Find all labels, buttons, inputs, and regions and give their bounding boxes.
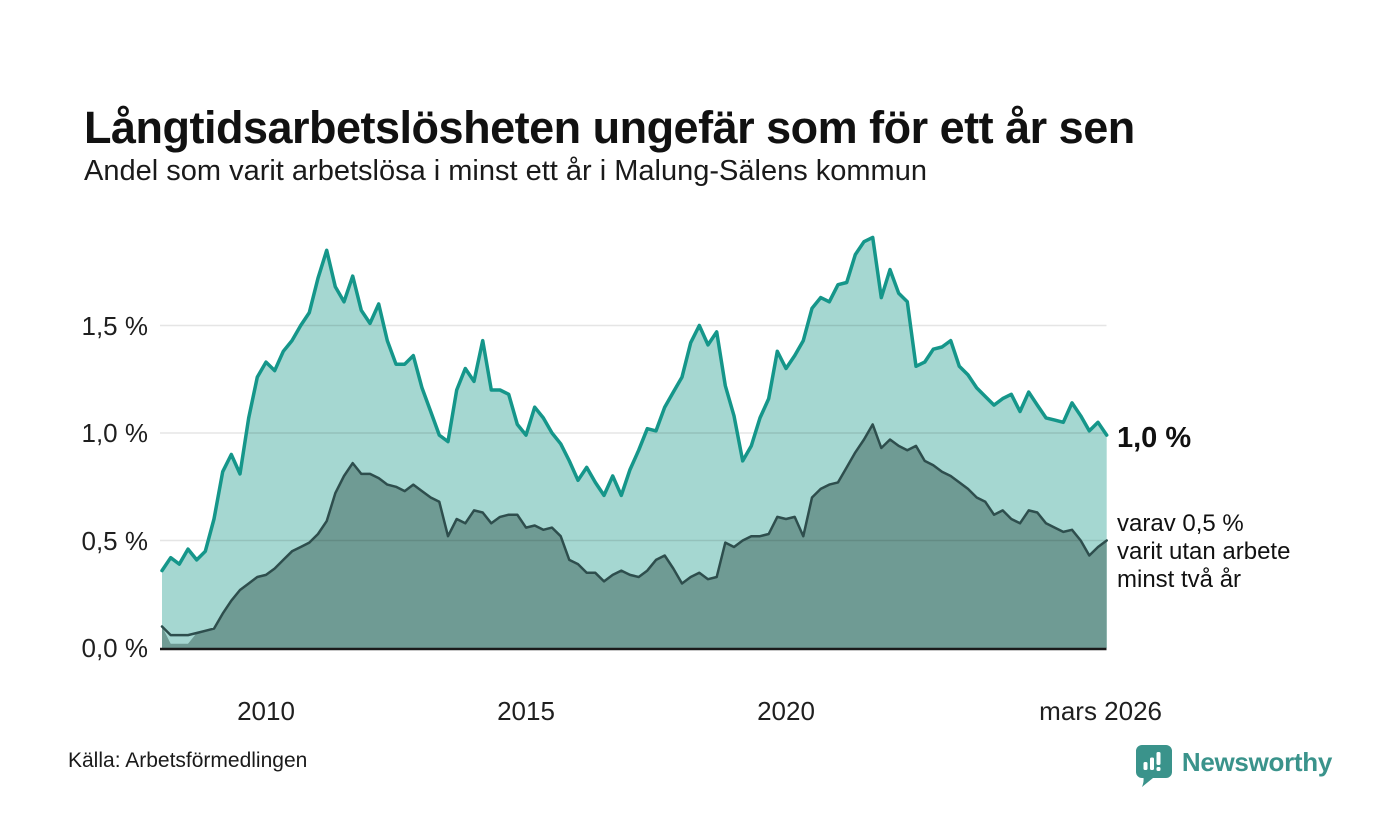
- y-tick-1,0 %: 1,0 %: [81, 418, 149, 448]
- x-tick-2010: 2010: [237, 696, 295, 726]
- newsworthy-logo: Newsworthy: [1135, 744, 1332, 788]
- newsworthy-logo-icon: [1135, 745, 1172, 787]
- x-tick-2020: 2020: [757, 696, 815, 726]
- x-tick-mars 2026: mars 2026: [1039, 696, 1163, 726]
- source-attribution: Källa: Arbetsförmedlingen: [68, 749, 308, 772]
- series1-end-value-label: 1,0 %: [1117, 422, 1192, 454]
- annotation-line-2: varit utan arbete: [1117, 538, 1291, 565]
- x-tick-2015: 2015: [497, 696, 555, 726]
- page-title: Långtidsarbetslösheten ungefär som för e…: [84, 102, 1135, 154]
- chart-subtitle: Andel som varit arbetslösa i minst ett å…: [84, 155, 927, 187]
- annotation-line-1: varav 0,5 %: [1117, 510, 1244, 537]
- y-tick-0,0 %: 0,0 %: [81, 633, 149, 663]
- series2-end-annotation: varav 0,5 % varit utan arbete minst två …: [1117, 510, 1290, 594]
- newsworthy-logo-text: Newsworthy: [1181, 747, 1332, 777]
- annotation-line-3: minst två år: [1117, 566, 1242, 593]
- series1-line: [160, 235, 1109, 573]
- y-tick-1,5 %: 1,5 %: [81, 310, 149, 341]
- y-tick-0,5 %: 0,5 %: [81, 525, 149, 556]
- series2-area: [162, 424, 1107, 648]
- series2-line: [160, 423, 1108, 637]
